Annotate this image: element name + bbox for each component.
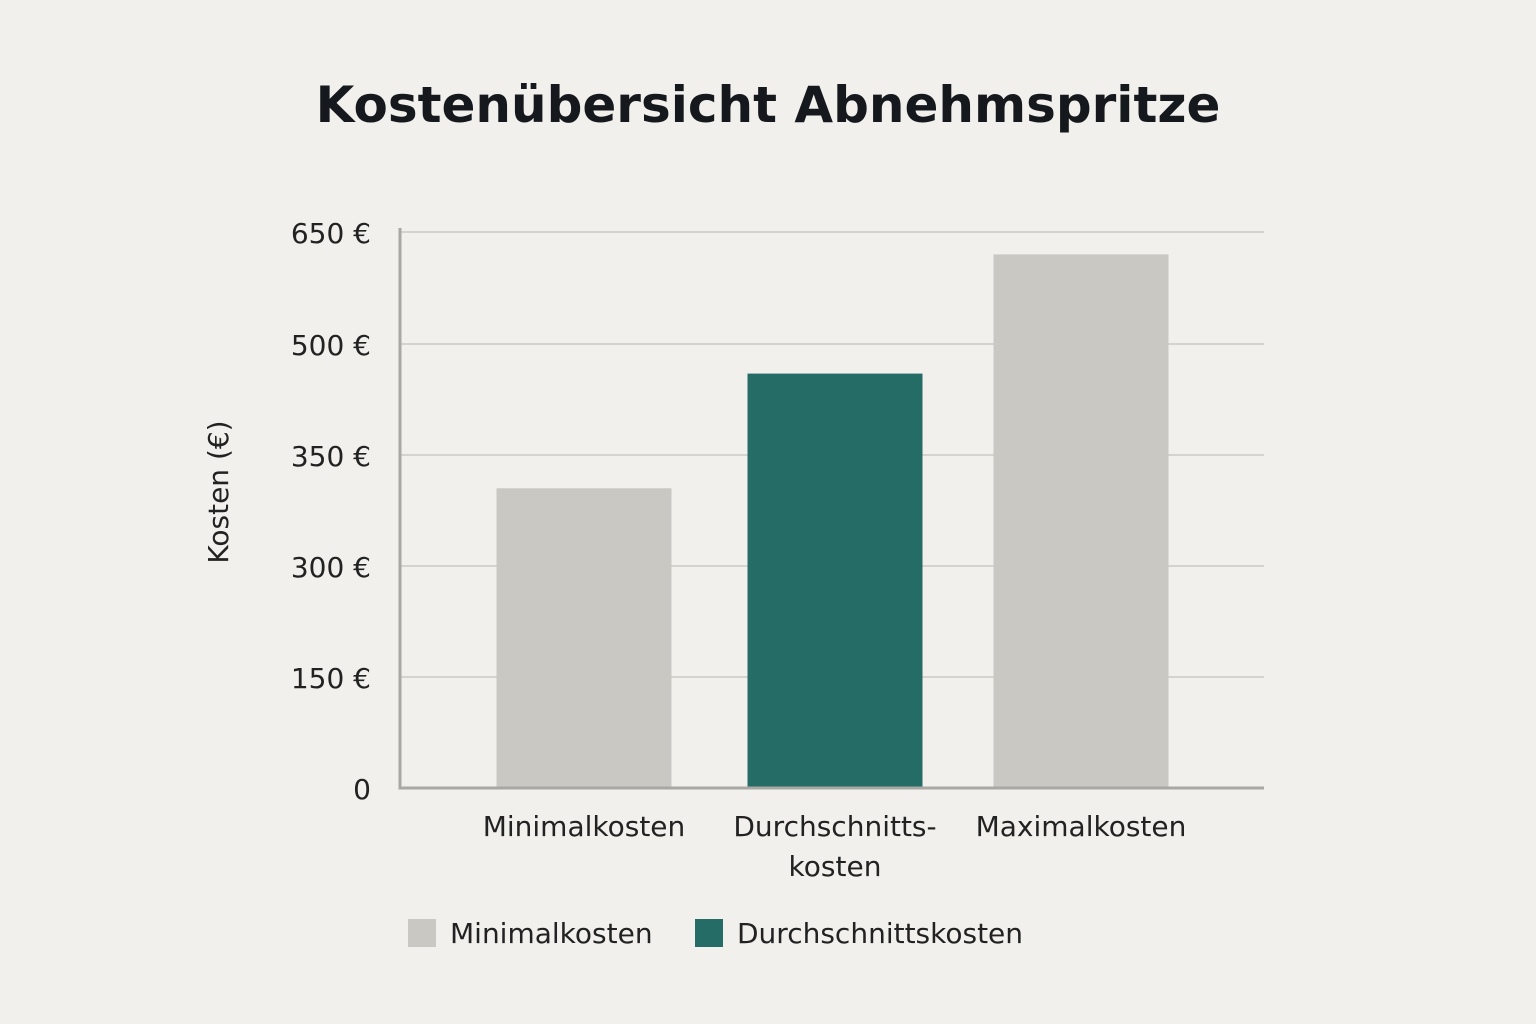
y-axis-title: Kosten (€) [202, 420, 235, 563]
y-tick-label: 350 € [291, 440, 371, 473]
legend-swatch-durchschnittskosten [695, 919, 723, 947]
axis-lines [398, 228, 1264, 790]
bar-maximalkosten [993, 254, 1169, 788]
legend-label-durchschnittskosten: Durchschnittskosten [737, 917, 1023, 950]
x-tick-label-durchschnitts-kosten: Durchschnitts-kosten [733, 810, 936, 883]
x-tick-label-maximalkosten: Maximalkosten [976, 810, 1187, 843]
x-axis-labels: Minimalkosten Durchschnitts-kosten Maximal… [483, 810, 1187, 883]
bar-durchschnitts-kosten [747, 373, 923, 788]
y-tick-label: 650 € [291, 217, 371, 250]
y-tick-label: 0 [353, 773, 371, 806]
y-axis-ticks: 0 150 € 300 € 350 € 500 € 650 € [291, 217, 371, 806]
bars [496, 254, 1169, 788]
y-tick-label: 300 € [291, 551, 371, 584]
y-tick-label: 150 € [291, 662, 371, 695]
x-tick-label-minimalkosten: Minimalkosten [483, 810, 686, 843]
legend-label-minimalkosten: Minimalkosten [450, 917, 653, 950]
bar-minimalkosten [496, 488, 672, 788]
chart-title: Kostenübersicht Abnehmspritze [316, 76, 1221, 134]
legend: Minimalkosten Durchschnittskosten [408, 917, 1023, 950]
y-tick-label: 500 € [291, 329, 371, 362]
legend-swatch-minimalkosten [408, 919, 436, 947]
